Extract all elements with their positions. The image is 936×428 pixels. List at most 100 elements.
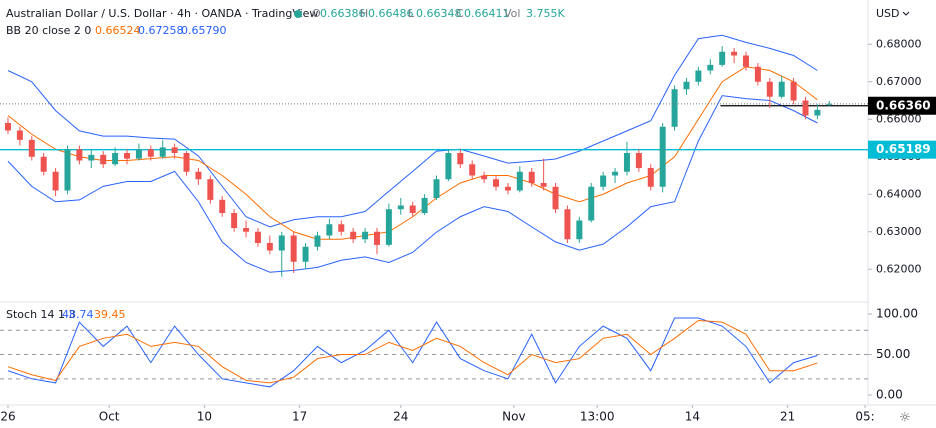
- x-tick-label: 17: [292, 410, 307, 424]
- candle-body: [16, 130, 23, 140]
- candle-body: [385, 209, 392, 245]
- y-tick-label: 0.62000: [876, 262, 922, 275]
- candle-body: [754, 66, 761, 82]
- candle-body: [778, 81, 785, 97]
- candle-body: [159, 147, 166, 157]
- x-tick-label: 26: [0, 410, 15, 424]
- candle-body: [171, 147, 178, 153]
- candle-body: [362, 231, 369, 240]
- candle-body: [695, 70, 702, 82]
- price-tag: [868, 140, 936, 159]
- candle-body: [516, 171, 523, 191]
- stoch-value: 48.74: [62, 308, 94, 321]
- candle-body: [540, 183, 547, 187]
- bb-lower: [7, 95, 818, 273]
- candle-body: [814, 109, 821, 116]
- stoch-value: 39.45: [94, 308, 126, 321]
- candle-body: [731, 51, 738, 56]
- ohlc-label: L: [408, 7, 415, 20]
- bb-value: 0.65790: [181, 24, 227, 37]
- y-tick-label: 100.00: [876, 306, 918, 320]
- x-tick-label: 14: [685, 410, 700, 424]
- candle-body: [719, 51, 726, 65]
- chart-title: Australian Dollar / U.S. Dollar · 4h · O…: [6, 7, 318, 20]
- candle-body: [195, 171, 202, 180]
- candle-body: [40, 156, 47, 172]
- candle-body: [528, 171, 535, 183]
- candle-body: [243, 228, 250, 232]
- candle-body: [766, 81, 773, 97]
- stoch-line: [7, 319, 818, 384]
- candle-body: [683, 81, 690, 90]
- candle-body: [207, 179, 214, 200]
- candle-body: [64, 149, 71, 191]
- volume-label: Vol: [504, 7, 520, 20]
- x-tick-label: Oct: [99, 410, 120, 424]
- y-tick-label: 0.66000: [876, 112, 922, 125]
- candle-body: [826, 103, 833, 105]
- candle-body: [742, 55, 749, 67]
- candle-body: [266, 243, 273, 251]
- x-tick-label: 21: [780, 410, 795, 424]
- candle-body: [600, 175, 607, 187]
- x-tick-label: 24: [393, 410, 408, 424]
- stoch-legend: Stoch 14 1 3: [6, 308, 76, 321]
- candle-body: [100, 154, 107, 165]
- bb-value: 0.67258: [138, 24, 184, 37]
- candle-body: [493, 179, 500, 187]
- candle-body: [88, 154, 95, 161]
- x-tick-label: 10: [197, 410, 212, 424]
- candle-body: [52, 171, 59, 191]
- ohlc-value: 0.66348: [416, 7, 462, 20]
- candle-body: [790, 81, 797, 101]
- candle-body: [552, 186, 559, 210]
- candle-body: [612, 171, 619, 176]
- y-tick-label: 0.68000: [876, 37, 922, 50]
- y-tick-label: 0.64000: [876, 187, 922, 200]
- ohlc-label: H: [360, 7, 368, 20]
- candle-body: [4, 123, 11, 131]
- candle-body: [290, 235, 297, 262]
- price-tag: [868, 96, 936, 115]
- candle-body: [564, 209, 571, 240]
- price-tag-label: 0.66360: [876, 98, 931, 112]
- candle-body: [421, 198, 428, 213]
- candle-body: [576, 220, 583, 240]
- y-tick-label: 0.67000: [876, 75, 922, 88]
- ohlc-label: C: [456, 7, 464, 20]
- candle-body: [76, 149, 83, 161]
- currency-chevron[interactable]: [902, 11, 910, 16]
- candle-body: [504, 186, 511, 191]
- bb-value: 0.66524: [95, 24, 141, 37]
- candle-body: [124, 153, 131, 159]
- x-tick-label: Nov: [502, 410, 525, 424]
- settings-icon[interactable]: ☼: [899, 411, 911, 426]
- ohlc-value: 0.66386: [320, 7, 366, 20]
- candle-body: [469, 164, 476, 176]
- candle-body: [647, 168, 654, 187]
- volume-value: 3.755K: [526, 7, 565, 20]
- candle-body: [409, 205, 416, 213]
- candle-body: [397, 205, 404, 210]
- ohlc-value: 0.66486: [368, 7, 414, 20]
- bb-upper: [7, 34, 818, 228]
- currency[interactable]: USD: [876, 7, 900, 20]
- candle-body: [314, 235, 321, 247]
- candle-body: [231, 213, 238, 228]
- candle-body: [671, 89, 678, 127]
- candle-body: [135, 149, 142, 159]
- candle-body: [183, 153, 190, 172]
- candle-body: [659, 126, 666, 187]
- ohlc-value: 0.66411: [464, 7, 510, 20]
- candle-body: [588, 186, 595, 221]
- candle-body: [802, 100, 809, 116]
- candle-body: [219, 199, 226, 213]
- candle-body: [635, 153, 642, 168]
- y-tick-label: 0.63000: [876, 225, 922, 238]
- candle-body: [623, 153, 630, 172]
- candle-body: [338, 224, 345, 232]
- live-dot: [294, 10, 302, 18]
- candle-body: [481, 175, 488, 180]
- candle-body: [445, 153, 452, 180]
